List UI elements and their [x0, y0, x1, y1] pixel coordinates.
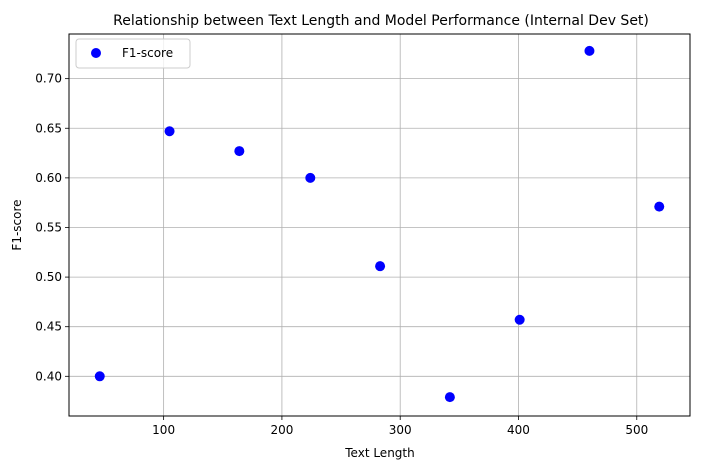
- y-axis-ticks: 0.40 0.45 0.50 0.55 0.60 0.65 0.70: [35, 72, 69, 383]
- y-tick-label: 0.45: [35, 320, 62, 334]
- y-tick-label: 0.60: [35, 171, 62, 185]
- y-tick-label: 0.40: [35, 369, 62, 383]
- data-point: [444, 392, 455, 403]
- data-point: [584, 45, 595, 56]
- data-point: [94, 371, 105, 382]
- legend-box: [75, 38, 191, 69]
- legend: F1-score: [75, 38, 191, 69]
- x-tick-label: 100: [152, 423, 175, 437]
- data-point: [375, 261, 386, 272]
- y-tick-label: 0.65: [35, 121, 62, 135]
- legend-label: F1-score: [122, 46, 173, 60]
- x-tick-label: 400: [507, 423, 530, 437]
- y-tick-label: 0.55: [35, 220, 62, 234]
- y-axis-label: F1-score: [10, 199, 24, 250]
- data-point: [654, 201, 665, 212]
- y-tick-label: 0.70: [35, 72, 62, 86]
- chart-title: Relationship between Text Length and Mod…: [113, 13, 649, 29]
- plot-frame: [68, 33, 691, 417]
- data-point: [234, 146, 245, 157]
- y-tick-label: 0.50: [35, 270, 62, 284]
- data-points: [94, 45, 665, 403]
- x-tick-label: 300: [389, 423, 412, 437]
- x-axis-label: Text Length: [344, 446, 414, 460]
- grid-lines: [69, 34, 690, 416]
- x-tick-label: 200: [270, 423, 293, 437]
- data-point: [305, 172, 316, 183]
- x-tick-label: 500: [625, 423, 648, 437]
- data-point: [164, 126, 175, 137]
- x-axis-ticks: 100 200 300 400 500: [152, 416, 648, 437]
- data-point: [514, 314, 525, 325]
- legend-marker: [91, 48, 101, 58]
